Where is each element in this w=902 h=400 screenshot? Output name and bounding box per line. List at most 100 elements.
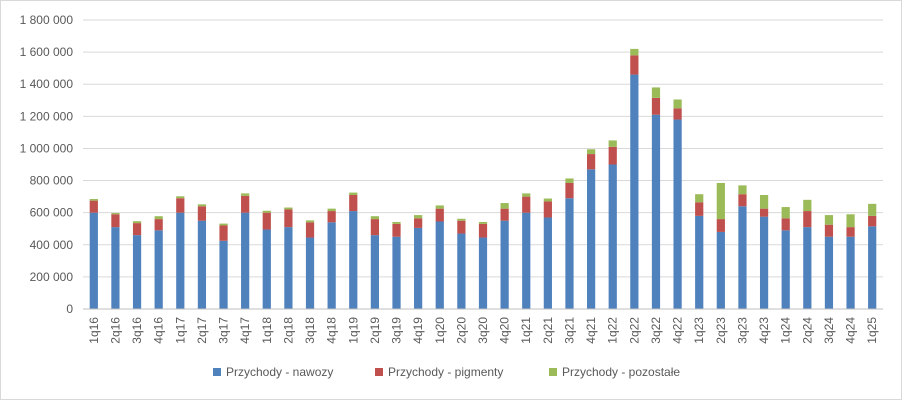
- x-tick-label: 4q20: [498, 317, 512, 344]
- bar-segment-nawozy: [305, 237, 315, 309]
- x-tick-label: 3q16: [130, 317, 144, 344]
- bar-segment-pigmenty: [500, 208, 509, 221]
- x-tick-label: 3q21: [562, 317, 576, 344]
- bar-segment-pozostale: [608, 140, 617, 147]
- bar-segment-pozostale: [89, 199, 98, 201]
- bar-segment-pozostale: [781, 207, 790, 219]
- legend-swatch: [549, 368, 557, 376]
- bar-segment-nawozy: [414, 227, 423, 309]
- bar-segment-pozostale: [241, 193, 250, 196]
- bar-segment-pozostale: [868, 203, 877, 216]
- bar-segment-nawozy: [608, 164, 617, 309]
- y-tick-label: 400 000: [30, 238, 74, 252]
- x-tick-label: 3q19: [390, 317, 404, 344]
- x-tick-label: 2q21: [541, 317, 555, 344]
- x-tick-label: 4q21: [584, 317, 598, 344]
- x-tick-label: 1q23: [692, 317, 706, 344]
- y-tick-label: 1 400 000: [20, 77, 74, 91]
- x-tick-label: 1q16: [87, 317, 101, 344]
- x-tick-label: 3q23: [735, 317, 749, 344]
- bar-segment-pigmenty: [716, 219, 725, 232]
- bar-segment-pigmenty: [565, 182, 574, 199]
- bar-segment-pozostale: [543, 198, 552, 202]
- y-tick-label: 800 000: [30, 174, 74, 188]
- x-tick-label: 1q24: [779, 317, 793, 344]
- bar-segment-nawozy: [738, 206, 747, 309]
- bar-segment-pigmenty: [349, 195, 358, 212]
- y-tick-label: 600 000: [30, 206, 74, 220]
- x-tick-label: 4q18: [325, 317, 339, 344]
- y-tick-label: 1 000 000: [20, 141, 74, 155]
- bar-segment-pozostale: [197, 204, 207, 207]
- bar-segment-nawozy: [392, 236, 401, 309]
- bar-segment-pigmenty: [522, 196, 531, 213]
- x-tick-label: 2q16: [108, 317, 122, 344]
- bar-segment-pigmenty: [803, 211, 812, 228]
- bar-segment-pozostale: [370, 216, 379, 220]
- bar-segment-nawozy: [89, 212, 98, 309]
- bar-segment-pozostale: [262, 210, 271, 213]
- bar-segment-pigmenty: [132, 223, 142, 236]
- bar-segment-nawozy: [500, 220, 509, 309]
- bar-segment-pozostale: [457, 218, 466, 221]
- x-tick-label: 4q19: [411, 317, 425, 344]
- bar-segment-pigmenty: [457, 220, 466, 234]
- bar-segment-nawozy: [565, 198, 574, 309]
- bar-segment-nawozy: [673, 119, 682, 310]
- bar-segment-pozostale: [132, 221, 142, 224]
- bar-segment-pozostale: [349, 192, 358, 196]
- y-tick-label: 1 200 000: [20, 109, 74, 123]
- bar-segment-pozostale: [738, 185, 747, 195]
- bar-segment-nawozy: [781, 230, 790, 309]
- bar-segment-nawozy: [370, 235, 379, 309]
- bar-segment-pigmenty: [587, 154, 596, 170]
- bar-segment-nawozy: [630, 74, 639, 309]
- bar-segment-pigmenty: [305, 222, 315, 238]
- y-axis-ticks: 0 200 000 400 000 600 000 800 000 1 000 000 1 …: [20, 13, 74, 316]
- x-tick-label: 1q25: [865, 317, 879, 344]
- bar-segment-nawozy: [716, 231, 725, 309]
- bar-segment-pigmenty: [111, 214, 120, 228]
- bar-segment-pigmenty: [630, 55, 639, 75]
- y-tick-label: 200 000: [30, 270, 74, 284]
- x-tick-label: 2q18: [281, 317, 295, 344]
- x-tick-label: 1q22: [606, 317, 620, 344]
- bar-segment-pozostale: [803, 199, 812, 212]
- bar-segment-pigmenty: [370, 219, 379, 236]
- bar-segment-nawozy: [176, 212, 185, 309]
- legend-label: Przychody - pigmenty: [388, 365, 503, 379]
- bar-segment-nawozy: [651, 114, 661, 309]
- bar-segment-pigmenty: [176, 198, 185, 213]
- y-tick-label: 0: [66, 302, 73, 316]
- bar-segment-pozostale: [846, 214, 855, 228]
- bar-segment-pigmenty: [759, 208, 769, 217]
- bar-segment-nawozy: [803, 227, 812, 309]
- bar-segment-pozostale: [478, 221, 488, 224]
- bar-segment-pozostale: [695, 194, 704, 203]
- x-tick-label: 2q22: [627, 317, 641, 344]
- x-tick-label: 2q24: [800, 317, 814, 344]
- bar-segment-pozostale: [565, 178, 574, 183]
- x-axis-ticks: 1q16 2q16 3q16 4q16 1q17 2q17 3q17 4q17 1q18 2q18…: [87, 317, 879, 344]
- bar-segment-pozostale: [587, 149, 596, 155]
- bar-segment-pozostale: [392, 221, 401, 224]
- bar-segment-pozostale: [219, 223, 228, 226]
- bar-segment-pozostale: [414, 215, 423, 219]
- bar-segment-nawozy: [478, 237, 488, 309]
- x-tick-label: 3q22: [649, 317, 663, 344]
- bar-segment-nawozy: [284, 227, 293, 309]
- bar-segment-pozostale: [500, 203, 509, 209]
- bar-segment-nawozy: [457, 233, 466, 309]
- x-tick-label: 1q18: [260, 317, 274, 344]
- bar-segment-nawozy: [759, 216, 769, 309]
- bar-segment-pozostale: [176, 196, 185, 199]
- x-tick-label: 3q24: [822, 317, 836, 344]
- bar-segment-pigmenty: [219, 225, 228, 241]
- bar-segment-pigmenty: [414, 218, 423, 228]
- bar-segment-pigmenty: [695, 202, 704, 216]
- bar-segment-nawozy: [349, 211, 358, 309]
- x-tick-label: 2q19: [368, 317, 382, 344]
- bar-segment-pigmenty: [89, 200, 98, 213]
- y-tick-label: 1 600 000: [20, 45, 74, 59]
